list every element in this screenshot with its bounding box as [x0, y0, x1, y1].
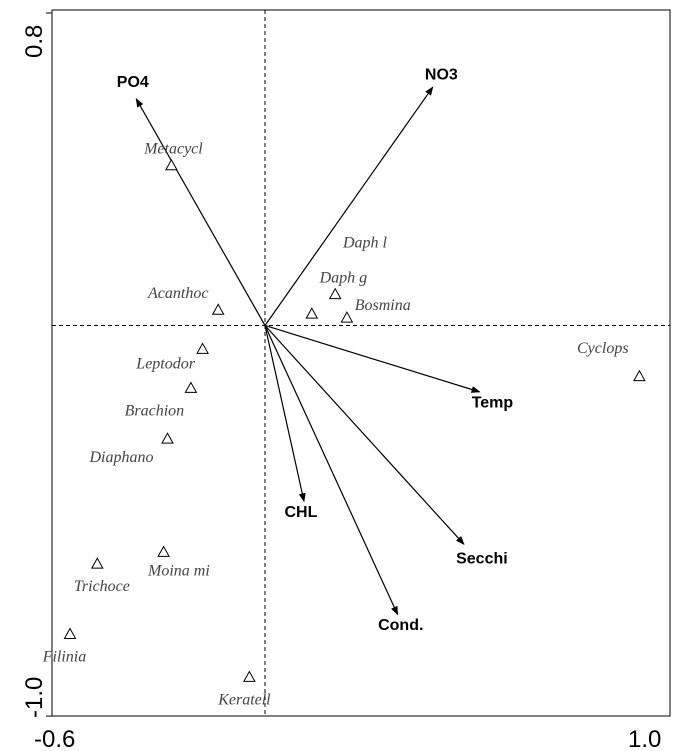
arrow-cond [264, 325, 399, 616]
species-point [161, 432, 174, 444]
species-label: Leptodor [135, 355, 195, 372]
arrow-label: PO4 [117, 74, 149, 91]
species-point [211, 303, 225, 315]
x-tick-label: 1.0 [628, 726, 661, 751]
species-point [165, 158, 178, 171]
species-point [63, 627, 77, 639]
chart-labels: PO4 NO3 Temp CHL Secchi Cond. Metacycl Daph l Da… [42, 66, 629, 708]
environment-arrows [135, 86, 481, 616]
species-label: Bosmina [355, 297, 411, 314]
plot-frame [51, 9, 671, 717]
species-point [633, 369, 646, 382]
species-point [243, 670, 256, 682]
arrow-no3 [264, 86, 434, 326]
species-label: Daph g [319, 270, 368, 287]
species-point [90, 557, 104, 569]
zero-lines [52, 10, 670, 716]
arrow-label: CHL [285, 504, 318, 521]
x-tick-label: -0.6 [34, 726, 75, 751]
arrow-secchi [264, 325, 465, 545]
species-label: Moina mi [147, 562, 210, 579]
arrow-po4 [135, 98, 266, 326]
species-point [184, 381, 198, 393]
species-label: Cyclops [577, 340, 629, 357]
species-label: Daph l [342, 234, 388, 251]
species-label: Keratell [217, 691, 271, 708]
species-point [157, 545, 170, 557]
species-points [63, 158, 646, 682]
arrow-label: NO3 [425, 66, 458, 83]
species-point [305, 307, 319, 319]
species-label: Acanthoc [147, 285, 208, 302]
axis-ticks: -0.6 1.0 0.8 -1.0 [21, 12, 661, 751]
y-tick-label: -1.0 [21, 677, 48, 718]
species-label: Brachion [125, 402, 185, 419]
arrow-label: Cond. [378, 617, 423, 634]
species-point [340, 311, 354, 323]
arrow-label: Secchi [456, 551, 508, 568]
species-point [196, 342, 209, 354]
species-label: Filinia [42, 648, 87, 665]
species-label: Diaphano [89, 449, 154, 466]
species-label: Trichoce [74, 578, 130, 595]
y-tick-label: 0.8 [21, 25, 48, 58]
arrow-label: Temp [472, 395, 514, 412]
arrow-temp [264, 324, 481, 393]
species-label: Metacycl [143, 141, 203, 158]
arrow-chl [264, 325, 306, 503]
species-point [328, 287, 342, 300]
